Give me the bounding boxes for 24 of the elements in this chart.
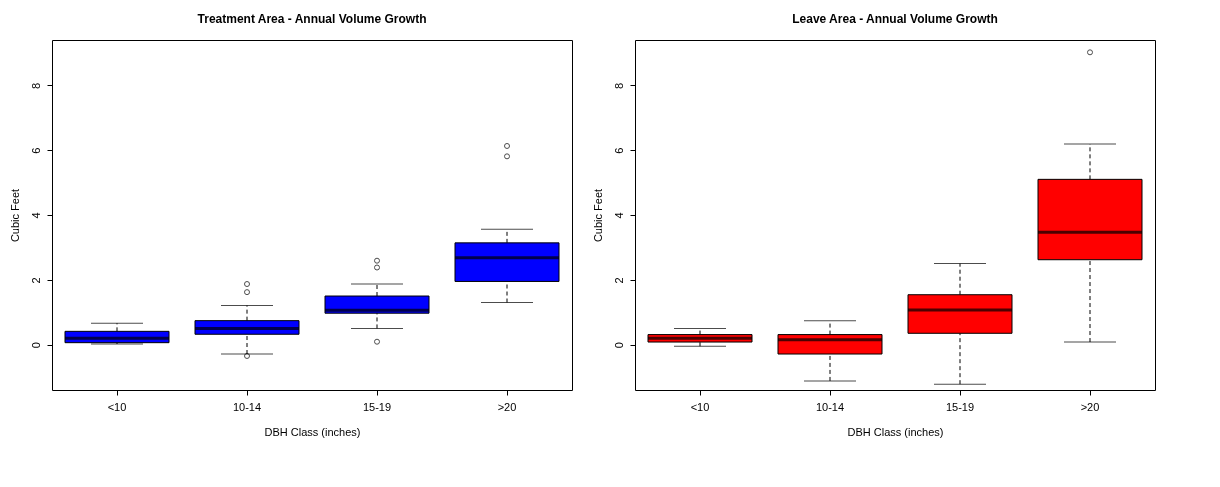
- y-tick-label: 6: [29, 147, 42, 154]
- y-tick-label: 4: [29, 212, 42, 219]
- y-tick-label: 0: [29, 342, 42, 349]
- y-tick-label: 8: [29, 82, 42, 89]
- y-axis-title: Cubic Feet: [8, 188, 21, 243]
- chart-title: Leave Area - Annual Volume Growth: [792, 12, 998, 26]
- x-tick-label: 10-14: [232, 400, 262, 413]
- x-tick-label: >20: [1080, 400, 1100, 413]
- x-tick-label: 10-14: [815, 400, 845, 413]
- y-tick-label: 2: [29, 277, 42, 284]
- x-axis-title: DBH Class (inches): [847, 425, 944, 438]
- y-tick-label: 0: [612, 342, 625, 349]
- x-tick-label: <10: [107, 400, 127, 413]
- chart-title: Treatment Area - Annual Volume Growth: [197, 12, 427, 26]
- x-tick-label: >20: [497, 400, 517, 413]
- y-tick-label: 4: [612, 212, 625, 219]
- y-tick-label: 8: [612, 82, 625, 89]
- x-axis-title: DBH Class (inches): [264, 425, 361, 438]
- x-tick-label: 15-19: [362, 400, 392, 413]
- y-axis-title: Cubic Feet: [591, 188, 604, 243]
- x-tick-label: 15-19: [945, 400, 975, 413]
- y-tick-label: 6: [612, 147, 625, 154]
- x-tick-label: <10: [690, 400, 710, 413]
- y-tick-label: 2: [612, 277, 625, 284]
